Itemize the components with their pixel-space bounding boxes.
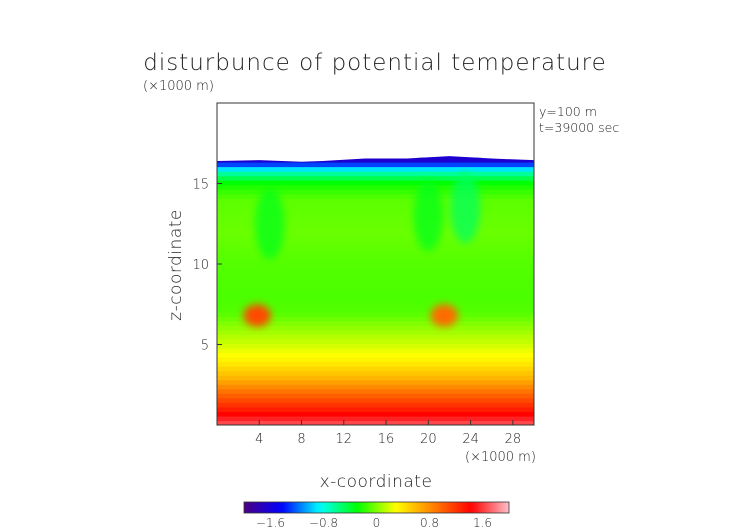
field-band xyxy=(217,334,534,340)
y-axis-label: z-coordinate xyxy=(166,209,186,321)
field-band xyxy=(217,216,534,222)
field-band xyxy=(217,156,534,159)
field-band xyxy=(217,248,534,254)
field-band xyxy=(217,307,534,313)
field-band xyxy=(217,257,534,263)
field-band xyxy=(217,252,534,258)
colorbar-tick-label: −0.8 xyxy=(309,516,338,530)
field-band xyxy=(217,225,534,231)
field-band xyxy=(217,230,534,236)
chart-title: disturbunce of potential temperature xyxy=(143,50,607,76)
field-band xyxy=(217,347,534,354)
y-axis-unit: (×1000 m) xyxy=(143,79,214,94)
field-band xyxy=(217,161,534,168)
field-band xyxy=(217,202,534,208)
colorbar-tick-label: 0 xyxy=(373,516,381,530)
field-band xyxy=(217,320,534,326)
field-band xyxy=(217,302,534,308)
x-tick-label: 8 xyxy=(297,432,305,447)
field-band xyxy=(217,420,534,425)
field-band xyxy=(217,239,534,245)
field-band xyxy=(217,316,534,322)
x-tick-label: 24 xyxy=(462,432,479,447)
field-band xyxy=(217,356,534,363)
x-axis-unit: (×1000 m) xyxy=(465,450,536,465)
field-band xyxy=(217,193,534,199)
field-band xyxy=(217,166,534,172)
field-band xyxy=(217,180,534,186)
y-tick-label: 15 xyxy=(192,178,209,193)
heatmap-field xyxy=(217,156,534,425)
x-tick-label: 28 xyxy=(505,432,522,447)
field-band xyxy=(217,370,534,376)
field-band xyxy=(217,175,534,181)
field-band xyxy=(217,352,534,358)
field-band xyxy=(217,393,534,399)
field-band xyxy=(217,261,534,267)
y-axis-ticks: 5 10 15 xyxy=(192,178,222,354)
field-band xyxy=(217,375,534,381)
x-axis-label: x-coordinate xyxy=(320,472,433,492)
x-axis-ticks: 4 8 12 16 20 24 28 xyxy=(255,420,521,447)
field-band xyxy=(217,298,534,304)
field-band xyxy=(217,325,534,331)
field-band xyxy=(217,275,534,281)
field-band xyxy=(217,343,534,349)
field-band xyxy=(217,266,534,272)
field-band xyxy=(217,388,534,394)
annotation-t: t=39000 sec xyxy=(539,120,619,135)
field-band xyxy=(217,279,534,286)
warm-anomaly xyxy=(243,304,271,327)
field-band xyxy=(217,402,534,408)
colorbar-tick-label: 0.8 xyxy=(420,516,439,530)
field-band xyxy=(217,397,534,403)
cool-anomaly xyxy=(450,172,481,244)
x-tick-label: 20 xyxy=(420,432,437,447)
field-band xyxy=(217,189,534,195)
field-band xyxy=(217,198,534,204)
x-tick-label: 12 xyxy=(336,432,353,447)
colorbar-tick-label: −1.6 xyxy=(256,516,285,530)
field-band xyxy=(217,384,534,390)
annotation-y: y=100 m xyxy=(539,104,597,119)
field-band xyxy=(217,293,534,299)
field-band xyxy=(217,288,534,295)
field-band xyxy=(217,361,534,367)
x-tick-label: 16 xyxy=(378,432,395,447)
colorbar-ticks: −1.6 −0.8 0 0.8 1.6 xyxy=(256,516,492,530)
field-band xyxy=(217,184,534,190)
field-band xyxy=(217,284,534,290)
field-band xyxy=(217,243,534,249)
field-band xyxy=(217,411,534,417)
field-band xyxy=(217,207,534,213)
field-band xyxy=(217,270,534,276)
field-band xyxy=(217,406,534,412)
field-band xyxy=(217,157,534,163)
field-band xyxy=(217,311,534,317)
y-tick-label: 5 xyxy=(201,339,209,354)
colorbar-tick-label: 1.6 xyxy=(473,516,492,530)
field-band xyxy=(217,338,534,344)
field-band xyxy=(217,415,534,422)
field-band xyxy=(217,211,534,217)
field-band xyxy=(217,366,534,372)
x-tick-label: 4 xyxy=(255,432,263,447)
colorbar xyxy=(243,501,510,514)
cool-anomaly xyxy=(255,188,285,260)
field-band xyxy=(217,379,534,385)
cool-anomaly xyxy=(413,180,444,252)
y-tick-label: 10 xyxy=(192,258,209,273)
warm-anomaly xyxy=(430,304,458,327)
field-band xyxy=(217,329,534,335)
field-band xyxy=(217,234,534,240)
field-band xyxy=(217,171,534,177)
field-band xyxy=(217,220,534,227)
